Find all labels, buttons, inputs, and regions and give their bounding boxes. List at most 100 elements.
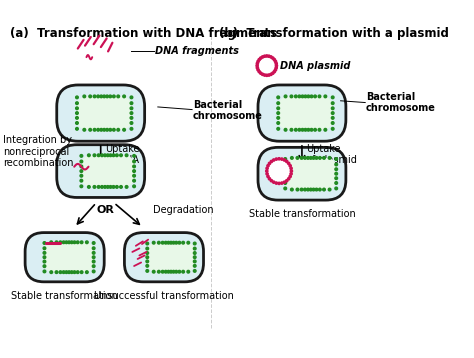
Circle shape [130, 117, 133, 119]
Circle shape [288, 178, 290, 180]
Circle shape [170, 270, 173, 273]
Circle shape [130, 102, 133, 105]
Circle shape [76, 102, 78, 105]
Circle shape [68, 271, 70, 274]
Circle shape [315, 188, 318, 191]
Circle shape [133, 174, 136, 177]
Circle shape [335, 177, 337, 180]
FancyBboxPatch shape [278, 96, 333, 130]
Circle shape [43, 260, 46, 263]
Circle shape [288, 162, 290, 165]
Circle shape [112, 95, 115, 98]
Text: Bacterial
chromosome: Bacterial chromosome [193, 100, 263, 121]
Circle shape [270, 160, 273, 163]
Circle shape [328, 188, 331, 191]
Text: DNA plasmid: DNA plasmid [280, 61, 350, 71]
Circle shape [300, 188, 303, 191]
Circle shape [55, 241, 58, 243]
Circle shape [284, 158, 287, 160]
Circle shape [92, 247, 95, 250]
Circle shape [100, 185, 103, 188]
Circle shape [277, 107, 280, 110]
Circle shape [283, 181, 285, 183]
Text: Stable transformation: Stable transformation [248, 209, 356, 219]
Circle shape [290, 95, 293, 98]
Circle shape [275, 158, 277, 160]
Circle shape [130, 122, 133, 124]
Circle shape [256, 67, 258, 69]
Circle shape [43, 242, 46, 244]
Circle shape [125, 154, 128, 156]
Circle shape [318, 95, 321, 98]
FancyBboxPatch shape [147, 243, 195, 272]
Text: (a)  Transformation with DNA fragments: (a) Transformation with DNA fragments [10, 27, 277, 40]
Circle shape [175, 241, 178, 244]
Circle shape [258, 71, 260, 73]
FancyBboxPatch shape [258, 85, 346, 141]
Circle shape [257, 56, 276, 75]
Circle shape [89, 95, 91, 98]
Circle shape [130, 112, 133, 115]
Circle shape [133, 179, 136, 182]
Circle shape [266, 173, 268, 175]
Circle shape [146, 270, 148, 272]
Circle shape [193, 270, 196, 272]
Circle shape [117, 95, 119, 98]
Circle shape [267, 165, 269, 167]
Circle shape [331, 96, 334, 99]
Circle shape [331, 102, 334, 105]
Circle shape [62, 271, 65, 274]
Circle shape [262, 56, 264, 58]
FancyBboxPatch shape [124, 233, 203, 282]
Circle shape [275, 182, 277, 184]
Circle shape [312, 156, 315, 159]
Circle shape [88, 185, 90, 188]
Circle shape [304, 95, 307, 98]
Circle shape [182, 241, 184, 244]
Circle shape [307, 129, 310, 131]
Circle shape [59, 241, 62, 243]
Circle shape [175, 270, 178, 273]
Circle shape [104, 185, 106, 188]
Circle shape [304, 129, 307, 131]
Circle shape [193, 247, 196, 250]
Circle shape [130, 107, 133, 110]
Circle shape [281, 158, 283, 160]
Circle shape [146, 242, 148, 245]
Circle shape [92, 270, 95, 273]
Circle shape [112, 129, 115, 131]
Circle shape [284, 95, 287, 98]
Circle shape [76, 241, 79, 243]
Circle shape [89, 129, 91, 131]
Circle shape [146, 256, 148, 258]
Circle shape [294, 95, 297, 98]
Circle shape [268, 178, 271, 180]
Circle shape [50, 241, 53, 243]
Circle shape [284, 187, 287, 190]
Circle shape [164, 241, 167, 244]
Circle shape [335, 173, 337, 175]
Circle shape [172, 241, 175, 244]
Circle shape [123, 95, 126, 98]
Circle shape [50, 271, 53, 274]
Circle shape [310, 156, 312, 159]
Circle shape [157, 270, 160, 273]
Circle shape [272, 57, 274, 59]
Circle shape [109, 129, 111, 131]
Circle shape [80, 155, 82, 157]
Circle shape [257, 60, 259, 63]
Circle shape [97, 129, 100, 131]
Circle shape [307, 156, 309, 159]
Circle shape [85, 241, 88, 243]
Circle shape [301, 95, 304, 98]
Circle shape [92, 265, 95, 267]
FancyBboxPatch shape [82, 155, 134, 187]
Circle shape [274, 60, 277, 63]
Circle shape [43, 252, 46, 254]
Circle shape [146, 247, 148, 250]
FancyBboxPatch shape [57, 85, 145, 141]
Circle shape [130, 96, 133, 99]
Circle shape [314, 95, 317, 98]
Text: OR: OR [96, 205, 114, 215]
Circle shape [170, 241, 173, 244]
